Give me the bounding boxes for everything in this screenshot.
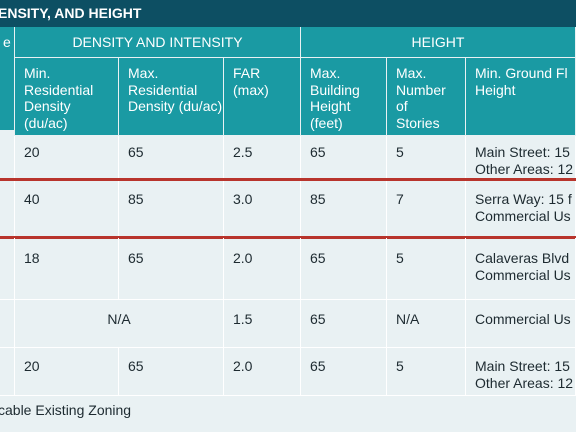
- row-1-ground-floor: Main Street: 15 Other Areas: 12: [466, 136, 576, 180]
- header-max-stories: Max. Number of Stories: [387, 58, 466, 136]
- row-4-ground-floor-line-1: Commercial Us: [475, 311, 571, 327]
- row-5-far: 2.0: [224, 348, 301, 396]
- header-max-density: Max. Residential Density (du/ac): [119, 58, 224, 136]
- row-5-height: 65: [301, 348, 387, 396]
- table-row-4-lead: [0, 300, 15, 348]
- header-ground-floor: Min. Ground Fl Height: [466, 58, 576, 136]
- header-group-density: DENSITY AND INTENSITY: [15, 27, 301, 58]
- row-4-height: 65: [301, 300, 387, 348]
- header-max-stories-label: Max. Number of Stories: [396, 65, 446, 131]
- row-2-max-density: 85: [119, 180, 224, 238]
- header-min-density: Min. Residential Density (du/ac): [15, 58, 119, 136]
- row-3-height: 65: [301, 238, 387, 300]
- table-title-bar: ENSITY, AND HEIGHT: [0, 0, 576, 27]
- header-group-density-label: DENSITY AND INTENSITY: [72, 34, 243, 50]
- row-5-ground-floor-line-1: Main Street: 15: [475, 358, 570, 374]
- row-3-ground-floor-line-1: Calaveras Blvd: [475, 250, 570, 266]
- row-3-ground-floor-line-2: Commercial Us: [475, 267, 571, 283]
- table-title: ENSITY, AND HEIGHT: [0, 5, 142, 21]
- table-row-5-lead: [0, 348, 15, 396]
- row-2-min-density: 40: [15, 180, 119, 238]
- row-4-density-merged: N/A: [15, 300, 224, 348]
- row-1-far: 2.5: [224, 136, 301, 180]
- header-far: FAR (max): [224, 58, 301, 136]
- row-2-far: 3.0: [224, 180, 301, 238]
- row-3-stories: 5: [387, 238, 466, 300]
- highlight-line-bottom: [0, 236, 576, 239]
- row-4-ground-floor: Commercial Us: [466, 300, 576, 348]
- row-2-ground-floor: Serra Way: 15 f Commercial Us: [466, 180, 576, 238]
- row-1-stories: 5: [387, 136, 466, 180]
- row-2-ground-floor-line-1: Serra Way: 15 f: [475, 191, 572, 207]
- row-1-height: 65: [301, 136, 387, 180]
- row-2-stories: 7: [387, 180, 466, 238]
- row-3-min-density: 18: [15, 238, 119, 300]
- header-max-density-label: Max. Residential Density (du/ac): [128, 65, 223, 114]
- table-footnote: cable Existing Zoning: [0, 402, 132, 418]
- row-1-min-density: 20: [15, 136, 119, 180]
- row-5-stories: 5: [387, 348, 466, 396]
- row-4-stories: N/A: [387, 300, 466, 348]
- row-5-min-density: 20: [15, 348, 119, 396]
- highlight-line-top: [0, 178, 576, 181]
- header-ground-floor-label: Min. Ground Fl Height: [475, 65, 568, 98]
- row-5-ground-floor-line-2: Other Areas: 12: [475, 375, 574, 391]
- table-row-2-lead: [0, 180, 15, 238]
- header-max-height-label: Max. Building Height (feet): [310, 65, 360, 131]
- header-far-label: FAR (max): [233, 65, 269, 98]
- row-1-ground-floor-line-2: Other Areas: 12: [475, 161, 574, 177]
- table-row-1-lead: [0, 136, 15, 180]
- header-group-height-label: HEIGHT: [411, 34, 465, 50]
- table-row-3-lead: [0, 238, 15, 300]
- row-5-max-density: 65: [119, 348, 224, 396]
- header-max-height: Max. Building Height (feet): [301, 58, 387, 136]
- row-2-ground-floor-line-2: Commercial Us: [475, 208, 571, 224]
- row-5-ground-floor: Main Street: 15 Other Areas: 12: [466, 348, 576, 396]
- header-first-column: e: [0, 27, 15, 131]
- row-4-far: 1.5: [224, 300, 301, 348]
- row-3-max-density: 65: [119, 238, 224, 300]
- header-first-column-label: e: [3, 34, 11, 50]
- row-3-far: 2.0: [224, 238, 301, 300]
- row-1-max-density: 65: [119, 136, 224, 180]
- row-3-ground-floor: Calaveras Blvd Commercial Us: [466, 238, 576, 300]
- header-min-density-label: Min. Residential Density (du/ac): [24, 65, 94, 131]
- header-group-height: HEIGHT: [301, 27, 576, 58]
- row-1-ground-floor-line-1: Main Street: 15: [475, 144, 570, 160]
- row-2-height: 85: [301, 180, 387, 238]
